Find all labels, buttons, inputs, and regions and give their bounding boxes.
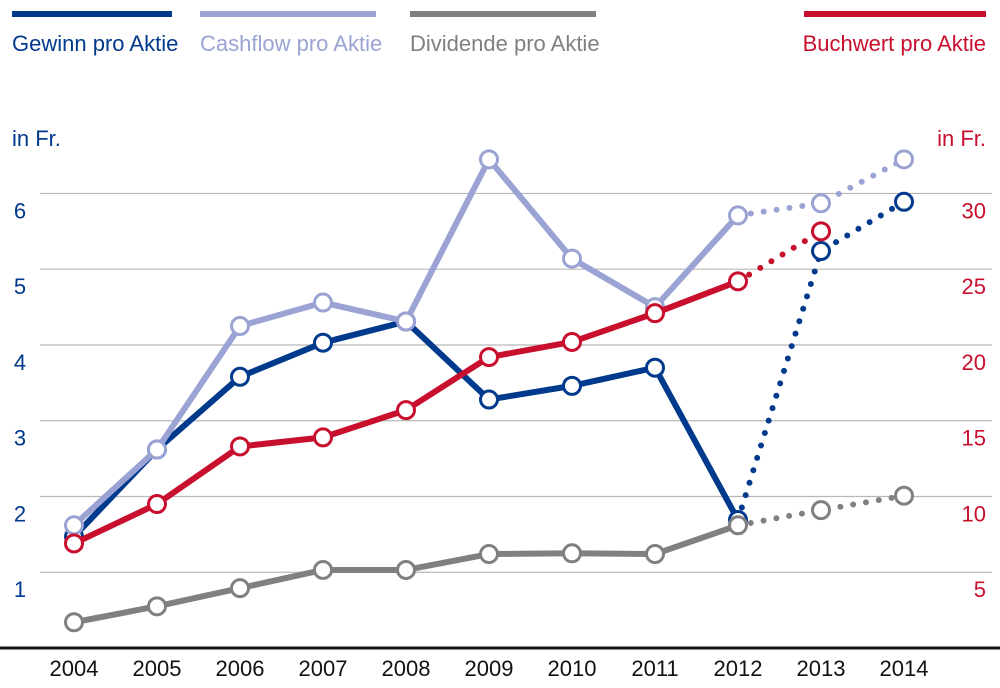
x-tick-label: 2012 [714,656,763,681]
point-marker [562,331,582,352]
y-tick-label: 4 [14,350,26,375]
line-series-forecast [735,492,907,529]
y-tick-label: 1 [14,577,26,602]
point-marker [479,389,499,410]
point-marker [562,543,582,564]
point-marker [562,248,582,269]
x-tick-label: 2011 [631,656,678,681]
legend-label: Dividende pro Aktie [410,31,600,56]
point-marker [811,500,831,521]
legend-label: Buchwert pro Aktie [803,31,986,56]
line-series-forecast [735,228,824,285]
point-marker [645,303,665,324]
point-marker [728,271,748,292]
x-tick-label: 2008 [382,656,431,681]
point-marker [64,515,84,536]
point-marker [728,515,748,536]
point-marker [645,544,665,565]
x-tick-label: 2013 [797,656,846,681]
point-marker [811,221,831,242]
point-marker [230,436,250,457]
y2-tick-label: 25 [962,274,986,299]
y2-axis-label: in Fr. [937,126,986,151]
point-marker [811,193,831,214]
point-marker [313,292,333,313]
y-tick-label: 5 [14,274,26,299]
x-tick-label: 2006 [216,656,265,681]
legend-label: Gewinn pro Aktie [12,31,178,56]
line-series-forecast [735,198,907,523]
point-marker [645,357,665,378]
legend-label: Cashflow pro Aktie [200,31,382,56]
point-marker [64,533,84,554]
point-marker [230,316,250,337]
point-marker [894,191,914,212]
y-tick-label: 6 [14,198,26,223]
line-series [71,156,741,529]
point-marker [230,366,250,387]
x-tick-label: 2007 [299,656,348,681]
point-marker [479,149,499,170]
x-tick-label: 2014 [880,656,929,681]
y2-tick-label: 15 [962,426,986,451]
y2-tick-label: 20 [962,350,986,375]
point-marker [313,332,333,353]
point-marker [147,596,167,617]
x-tick-label: 2004 [50,656,99,681]
point-marker [64,612,84,633]
point-marker [230,578,250,599]
point-marker [811,241,831,262]
y-tick-label: 2 [14,501,26,526]
point-marker [313,427,333,448]
x-tick-label: 2005 [133,656,182,681]
point-marker [313,559,333,580]
point-marker [562,375,582,396]
y2-tick-label: 10 [962,501,986,526]
point-marker [728,205,748,226]
x-tick-label: 2009 [465,656,514,681]
y2-tick-label: 30 [962,198,986,223]
x-tick-label: 2010 [548,656,597,681]
y-axis-label: in Fr. [12,126,61,151]
y2-tick-label: 5 [974,577,986,602]
line-series-forecast [735,156,907,219]
point-marker [894,149,914,170]
point-marker [396,311,416,332]
point-marker [147,494,167,515]
point-marker [396,400,416,421]
point-marker [396,559,416,580]
point-marker [479,347,499,368]
point-marker [479,544,499,565]
point-marker [147,439,167,460]
point-marker [894,485,914,506]
y-tick-label: 3 [14,426,26,451]
